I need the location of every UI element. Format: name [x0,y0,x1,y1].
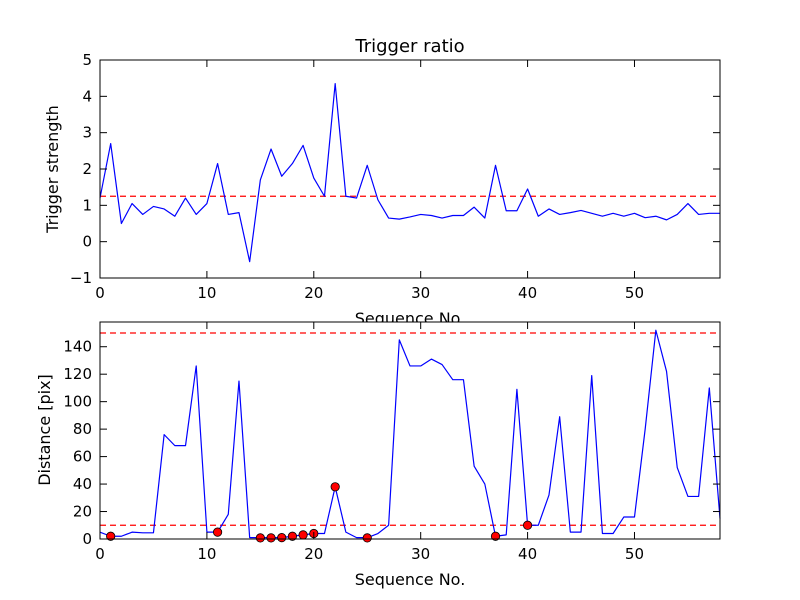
bottom-y-tick-label: 0 [82,530,92,548]
bottom-x-tick-label: 20 [304,545,323,563]
bottom-marker-point [298,530,308,540]
top-chart-title: Trigger ratio [354,36,464,57]
bottom-marker-point [362,533,372,543]
bottom-marker-point [330,482,340,492]
bottom-marker-point [287,531,298,541]
top-x-tick-label: 50 [625,284,644,302]
top-y-tick-label: 3 [82,124,92,142]
bottom-y-tick-label: 20 [73,503,92,521]
bottom-y-tick-label: 100 [63,393,92,411]
top-y-tick-label: −1 [70,269,92,287]
bottom-marker-point [266,533,276,543]
bottom-plot-area [100,322,720,539]
bottom-x-tick-label: 10 [197,545,216,563]
bottom-marker-point [212,527,223,537]
distance-chart: Sequence No. Distance [pix] 0 10 20 30 40 500… [35,321,721,589]
top-x-tick-label: 20 [304,284,323,302]
bottom-marker-point [277,533,287,543]
bottom-marker-point [490,531,501,541]
top-series-line [99,83,720,263]
top-x-tick-label: 40 [518,284,537,302]
top-x-tick-label: 30 [411,284,430,302]
bottom-y-tick-label: 120 [63,365,92,383]
bottom-y-tick-label: 40 [73,475,92,493]
bottom-y-axis-label: Distance [pix] [35,374,54,486]
bottom-marker-point [255,533,265,543]
bottom-plot-frame [99,321,721,540]
top-y-tick-label: 1 [82,196,92,214]
bottom-marks: 0 10 20 30 40 50 0 20 40 60 80 100 120 140 [63,322,721,563]
bottom-x-tick-label: 30 [411,545,430,563]
bottom-y-tick-label: 60 [73,448,92,466]
bottom-series-line [99,329,721,539]
top-y-tick-label: 5 [82,51,92,69]
bottom-x-tick-label: 0 [95,545,105,563]
bottom-marker-point [522,520,533,530]
top-y-tick-label: 4 [82,87,92,105]
bottom-x-tick-label: 50 [625,545,644,563]
top-y-tick-label: 2 [82,160,92,178]
bottom-y-tick-label: 140 [63,338,92,356]
top-y-axis-label: Trigger strength [43,105,62,234]
bottom-x-axis-label: Sequence No. [355,570,466,589]
bottom-y-tick-label: 80 [73,420,92,438]
top-plot-frame [99,59,721,279]
top-plot-area [100,60,720,278]
trigger-ratio-chart: Trigger ratio Sequence No. Trigger stren… [43,36,721,328]
bottom-x-tick-label: 40 [518,545,537,563]
top-x-tick-label: 0 [95,284,105,302]
top-y-tick-label: 0 [82,233,92,251]
top-x-tick-label: 10 [197,284,216,302]
bottom-marker-point [106,531,116,541]
